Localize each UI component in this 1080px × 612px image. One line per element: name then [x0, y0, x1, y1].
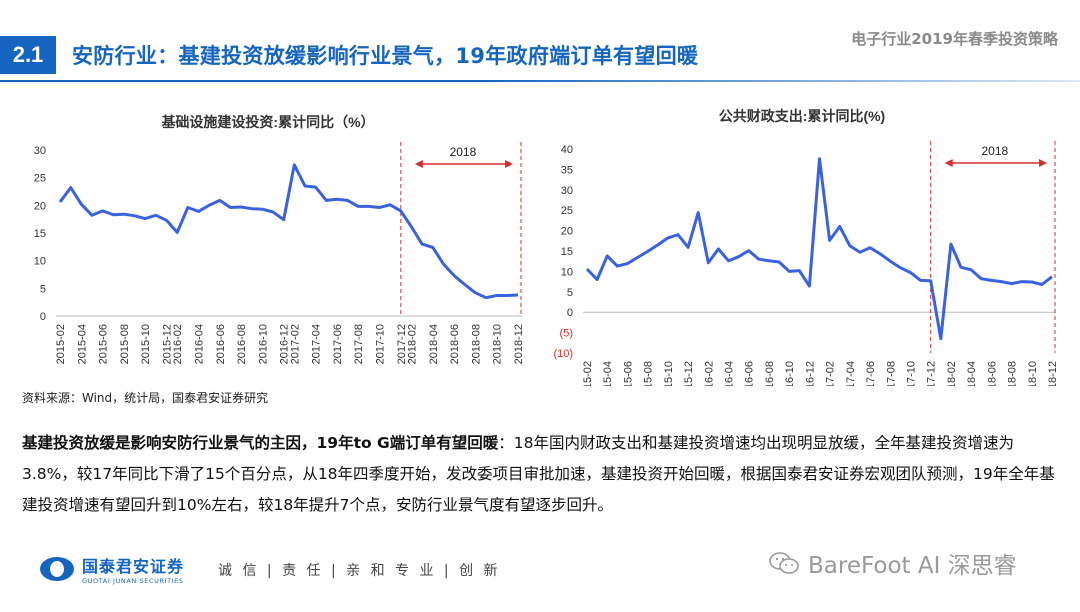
x-tick-label: 2017-02: [825, 361, 837, 386]
range-annotation-label: 2018: [450, 145, 477, 159]
y-tick-label: (5): [560, 328, 573, 340]
x-tick-label: 2015-02: [582, 361, 594, 386]
x-tick-label: 2018-12: [513, 324, 525, 364]
x-tick-label: 2015-12: [683, 361, 695, 386]
y-tick-label: 0: [567, 307, 573, 319]
y-tick-label: 30: [561, 185, 573, 197]
x-tick-label: 2017-10: [905, 361, 917, 386]
y-tick-label: 15: [34, 228, 46, 240]
y-tick-label: 30: [34, 145, 46, 157]
range-annotation-label: 2018: [981, 144, 1008, 158]
x-tick-label: 2018-06: [449, 324, 461, 364]
watermark: BareFoot AI 深思睿: [768, 546, 1017, 580]
x-tick-label: 2016-04: [193, 324, 205, 364]
y-tick-label: 5: [40, 283, 46, 295]
x-tick-label: 2016-06: [744, 361, 756, 386]
logo-chinese-name: 国泰君安证券: [82, 557, 185, 576]
x-tick-label: 2017-06: [865, 361, 877, 386]
y-tick-label: 5: [567, 287, 573, 299]
title-underline: [0, 80, 1080, 82]
infrastructure-investment-chart: 基础设施建设投资:累计同比（%） 0 5 10 15 20 25 30 2015-02 2015-…: [18, 96, 528, 386]
watermark-text: BareFoot AI 深思睿: [808, 553, 1017, 579]
x-tick-label: 2015-06: [622, 361, 634, 386]
x-tick-label: 2016-02: [703, 361, 715, 386]
company-motto: 诚 信 | 责 任 | 亲 和 专 业 | 创 新: [218, 563, 501, 579]
y-tick-label: 40: [561, 144, 573, 156]
x-tick-label: 2015-06: [98, 324, 110, 364]
logo-mark-icon: [40, 557, 74, 581]
company-logo: 国泰君安证券 GUOTAI JUNAN SECURITIES: [40, 554, 185, 585]
analysis-paragraph: 基建投资放缓是影响安防行业景气的主因，19年to G端订单有望回暖：18年国内财…: [22, 428, 1062, 521]
chart-title: 公共财政支出:累计同比(%): [719, 108, 885, 124]
x-tick-label: 2016-10: [784, 361, 796, 386]
x-tick-label: 2016-08: [764, 361, 776, 386]
report-title: 电子行业2019年春季投资策略: [851, 30, 1058, 48]
x-tick-label: 2018-04: [428, 324, 440, 364]
y-tick-label: 0: [40, 311, 46, 323]
analysis-lead: 基建投资放缓是影响安防行业景气的主因，19年to G端订单有望回暖: [22, 434, 499, 452]
y-tick-label: 35: [561, 164, 573, 176]
x-tick-label: 2017-12: [396, 324, 408, 364]
x-tick-label: 2015-10: [140, 324, 152, 364]
x-tick-label: 2018-02: [406, 324, 418, 364]
y-tick-label: 15: [561, 246, 573, 258]
x-tick-label: 2018-08: [1007, 361, 1019, 386]
x-tick-label: 2015-08: [119, 324, 131, 364]
public-fiscal-spending-chart: 公共财政支出:累计同比(%) (10) (5) 0 5 10 15 20 25 30 35 40 201…: [540, 96, 1070, 401]
x-tick-label: 2016-02: [172, 324, 184, 364]
y-tick-label: 25: [34, 173, 46, 185]
y-tick-label: 10: [561, 266, 573, 278]
y-tick-label: 25: [561, 205, 573, 217]
arrow-right-icon: [1039, 159, 1047, 167]
x-tick-label: 2018-10: [1027, 361, 1039, 386]
x-tick-label: 2017-08: [885, 361, 897, 386]
arrow-left-icon: [414, 160, 423, 168]
x-tick-label: 2017-12: [926, 361, 938, 386]
section-title: 安防行业：基建投资放缓影响行业景气，19年政府端订单有望回暖: [72, 44, 699, 68]
x-tick-label: 2015-04: [602, 361, 614, 386]
y-tick-label: 20: [561, 226, 573, 238]
x-tick-label: 2017-08: [353, 324, 365, 364]
x-tick-label: 2016-06: [215, 324, 227, 364]
x-tick-label: 2018-08: [470, 324, 482, 364]
x-tick-label: 2016-12: [804, 361, 816, 386]
arrow-right-icon: [505, 160, 513, 168]
x-tick-label: 2016-04: [724, 361, 736, 386]
public-fiscal-spending-chart-svg: 公共财政支出:累计同比(%) (10) (5) 0 5 10 15 20 25 30 35 40 201…: [553, 108, 1059, 401]
x-tick-label: 2016-10: [257, 324, 269, 364]
series-line: [585, 157, 1053, 341]
x-tick-label: 2018-10: [492, 324, 504, 364]
x-tick-label: 2018-12: [1047, 361, 1059, 386]
x-tick-label: 2017-06: [332, 324, 344, 364]
x-tick-label: 2017-04: [311, 324, 323, 364]
x-tick-label: 2016-08: [236, 324, 248, 364]
analysis-body: ：18年国内财政支出和基建投资增速均出现明显放缓，全年基建投资增速为3.8%，较…: [22, 434, 1055, 514]
x-tick-label: 2018-02: [946, 361, 958, 386]
x-tick-label: 2017-02: [289, 324, 301, 364]
x-tick-label: 2017-10: [375, 324, 387, 364]
infrastructure-investment-chart-svg: 基础设施建设投资:累计同比（%） 0 5 10 15 20 25 30 2015-02 2015-…: [34, 114, 525, 364]
x-tick-label: 2018-06: [986, 361, 998, 386]
y-tick-label: 10: [34, 256, 46, 268]
x-tick-label: 2015-02: [55, 324, 67, 364]
x-tick-label: 2015-04: [76, 324, 88, 364]
x-tick-label: 2015-10: [663, 361, 675, 386]
series-line: [58, 163, 519, 300]
logo-english-name: GUOTAI JUNAN SECURITIES: [82, 577, 184, 585]
chart-title: 基础设施建设投资:累计同比（%）: [161, 114, 374, 130]
x-tick-label: 2018-04: [966, 361, 978, 386]
arrow-left-icon: [944, 159, 953, 167]
y-tick-label: (10): [553, 348, 573, 360]
section-number-badge: 2.1: [0, 36, 56, 74]
data-source-note: 资料来源：Wind，统计局，国泰君安证券研究: [22, 391, 269, 405]
wechat-icon: [769, 552, 799, 574]
x-tick-label: 2015-12: [162, 324, 174, 364]
y-tick-label: 20: [34, 200, 46, 212]
x-tick-label: 2016-12: [279, 324, 291, 364]
x-tick-label: 2017-04: [845, 361, 857, 386]
x-tick-label: 2015-08: [643, 361, 655, 386]
